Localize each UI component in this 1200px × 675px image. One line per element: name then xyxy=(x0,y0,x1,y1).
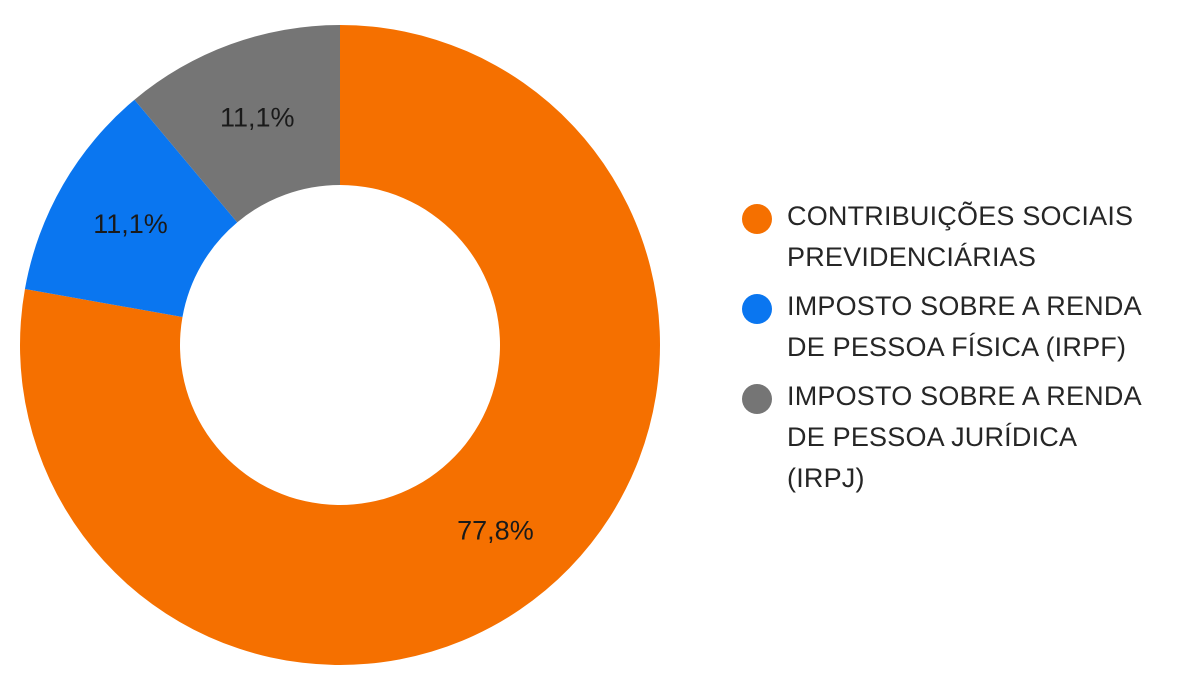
donut-slices xyxy=(20,25,661,665)
legend-label-line: DE PESSOA JURÍDICA xyxy=(787,422,1078,452)
chart-legend: CONTRIBUIÇÕES SOCIAIS PREVIDENCIÁRIAS IMPO… xyxy=(742,196,1182,507)
donut-slice-2 xyxy=(134,25,340,223)
slice-label-0: 77,8% xyxy=(457,515,534,545)
legend-swatch-icon xyxy=(742,384,772,414)
legend-swatch-icon xyxy=(742,294,772,324)
legend-label-line: IMPOSTO SOBRE A RENDA xyxy=(787,381,1142,411)
legend-swatch-icon xyxy=(742,204,772,234)
legend-item-1: IMPOSTO SOBRE A RENDA DE PESSOA FÍSICA (I… xyxy=(742,286,1182,368)
slice-label-2: 11,1% xyxy=(220,103,295,133)
legend-label-line: (IRPJ) xyxy=(787,463,865,493)
legend-item-0: CONTRIBUIÇÕES SOCIAIS PREVIDENCIÁRIAS xyxy=(742,196,1182,278)
slice-labels: 77,8% 11,1% 11,1% xyxy=(93,103,533,546)
legend-item-2: IMPOSTO SOBRE A RENDA DE PESSOA JURÍDICA (… xyxy=(742,376,1182,499)
legend-label-line: IMPOSTO SOBRE A RENDA xyxy=(787,291,1142,321)
donut-slice-0 xyxy=(20,25,661,665)
donut-slice-1 xyxy=(24,99,238,317)
slice-label-1: 11,1% xyxy=(93,209,168,239)
legend-label-line: PREVIDENCIÁRIAS xyxy=(787,242,1037,272)
legend-label-line: DE PESSOA FÍSICA (IRPF) xyxy=(787,332,1127,362)
legend-label-line: CONTRIBUIÇÕES SOCIAIS xyxy=(787,201,1134,231)
